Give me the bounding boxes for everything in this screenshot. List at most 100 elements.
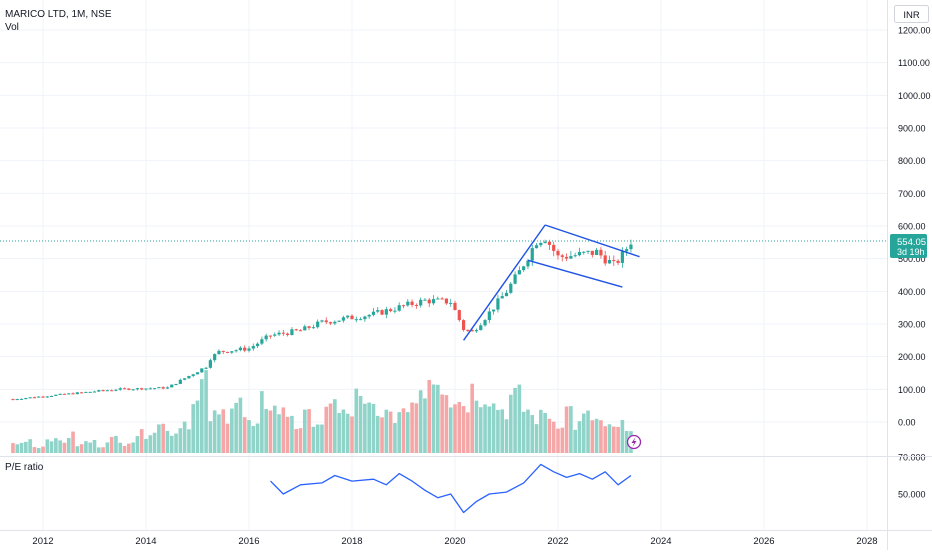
volume-bar xyxy=(298,428,303,453)
candle-body xyxy=(75,392,79,395)
volume-bar xyxy=(285,416,290,453)
candle-body xyxy=(440,298,444,300)
candle-body xyxy=(479,325,483,331)
volume-bar xyxy=(444,395,449,453)
candle-body xyxy=(526,260,530,267)
volume-bar xyxy=(337,412,341,453)
volume-bar xyxy=(397,412,402,453)
volume-bar xyxy=(260,391,264,453)
volume-bar xyxy=(393,423,397,453)
volume-bar xyxy=(363,403,367,453)
candle-body xyxy=(564,256,569,259)
volume-bar xyxy=(586,410,590,453)
volume-bar xyxy=(208,421,213,453)
trendline-channel-upper[interactable] xyxy=(544,224,640,258)
candle-body xyxy=(586,250,590,252)
volume-bar xyxy=(75,446,80,453)
volume-bar xyxy=(440,394,444,453)
time-tick-label: 2014 xyxy=(135,536,156,547)
volume-bar xyxy=(212,410,217,453)
volume-bar xyxy=(384,409,389,453)
volume-bar xyxy=(508,394,513,453)
candle-body xyxy=(37,396,41,398)
volume-bar xyxy=(307,409,311,453)
candle-body xyxy=(148,388,152,390)
volume-bar xyxy=(178,428,183,453)
candle-body xyxy=(496,298,500,310)
candle-body xyxy=(487,311,491,321)
candle-body xyxy=(101,390,105,392)
volume-bar xyxy=(217,414,221,453)
candle-body xyxy=(234,350,238,352)
candle-body xyxy=(595,249,599,255)
volume-bar xyxy=(182,421,187,453)
time-tick-label: 2026 xyxy=(753,536,774,547)
volume-bar xyxy=(62,442,67,453)
trendlines[interactable] xyxy=(463,224,640,341)
lightning-icon[interactable] xyxy=(626,434,642,450)
candle-body xyxy=(200,368,204,373)
currency-button[interactable]: INR xyxy=(894,5,929,23)
volume-bar xyxy=(88,442,93,453)
price-tick-label: 600.00 xyxy=(898,222,926,232)
trendline-flagpole[interactable] xyxy=(463,224,546,341)
candle-body xyxy=(294,329,298,331)
candle-body xyxy=(393,310,397,312)
candle-body xyxy=(221,350,225,352)
volume-bar xyxy=(204,370,208,453)
volume-bar xyxy=(96,447,101,453)
candle-body xyxy=(380,310,384,315)
trendline-channel-lower[interactable] xyxy=(527,259,623,288)
volume-bar xyxy=(195,400,200,453)
price-tick-label: 500.00 xyxy=(898,254,926,264)
volume-bar xyxy=(577,421,582,453)
candle-body xyxy=(80,392,84,394)
candle-body xyxy=(350,315,354,320)
candle-body xyxy=(620,251,624,263)
candle-body xyxy=(191,374,195,376)
volume-bar xyxy=(423,398,427,453)
volume-bar xyxy=(354,388,359,453)
candle-body xyxy=(320,320,324,322)
candle-body xyxy=(457,310,461,321)
candle-body xyxy=(41,396,45,398)
volume-bar xyxy=(470,383,474,453)
candle-body xyxy=(140,388,144,390)
candle-body xyxy=(401,305,406,307)
candle-body xyxy=(629,244,633,250)
volume-bar xyxy=(581,413,586,453)
volume-bar xyxy=(333,399,337,453)
candle-body xyxy=(616,260,620,263)
volume-bar xyxy=(234,402,238,453)
volume-bar xyxy=(461,406,466,453)
price-tick-label: 200.00 xyxy=(898,352,926,362)
candle-body xyxy=(612,260,616,262)
candle-body xyxy=(556,250,560,256)
volume-bar xyxy=(131,442,135,453)
volume-bar xyxy=(599,420,603,453)
candle-body xyxy=(247,348,251,351)
volume-bar xyxy=(521,411,526,453)
candle-body xyxy=(328,322,333,324)
candle-body xyxy=(58,393,62,395)
volume-bar xyxy=(487,406,492,453)
candle-body xyxy=(500,296,504,299)
pe-ratio-pane xyxy=(270,463,632,514)
candle-body xyxy=(534,245,539,249)
volume-bar xyxy=(410,402,414,453)
volume-bar xyxy=(161,423,165,453)
candle-body xyxy=(230,351,234,353)
time-tick-label: 2024 xyxy=(650,536,671,547)
candle-body xyxy=(517,270,521,275)
last-price: 554.05 xyxy=(897,237,926,248)
volume-bar xyxy=(15,444,20,453)
candle-body xyxy=(513,274,517,284)
candle-body xyxy=(152,388,157,390)
volume-bar xyxy=(105,442,110,453)
candle-body xyxy=(204,367,208,369)
candle-body xyxy=(238,347,243,351)
volume-bar xyxy=(268,410,273,453)
volume-bar xyxy=(590,420,595,453)
